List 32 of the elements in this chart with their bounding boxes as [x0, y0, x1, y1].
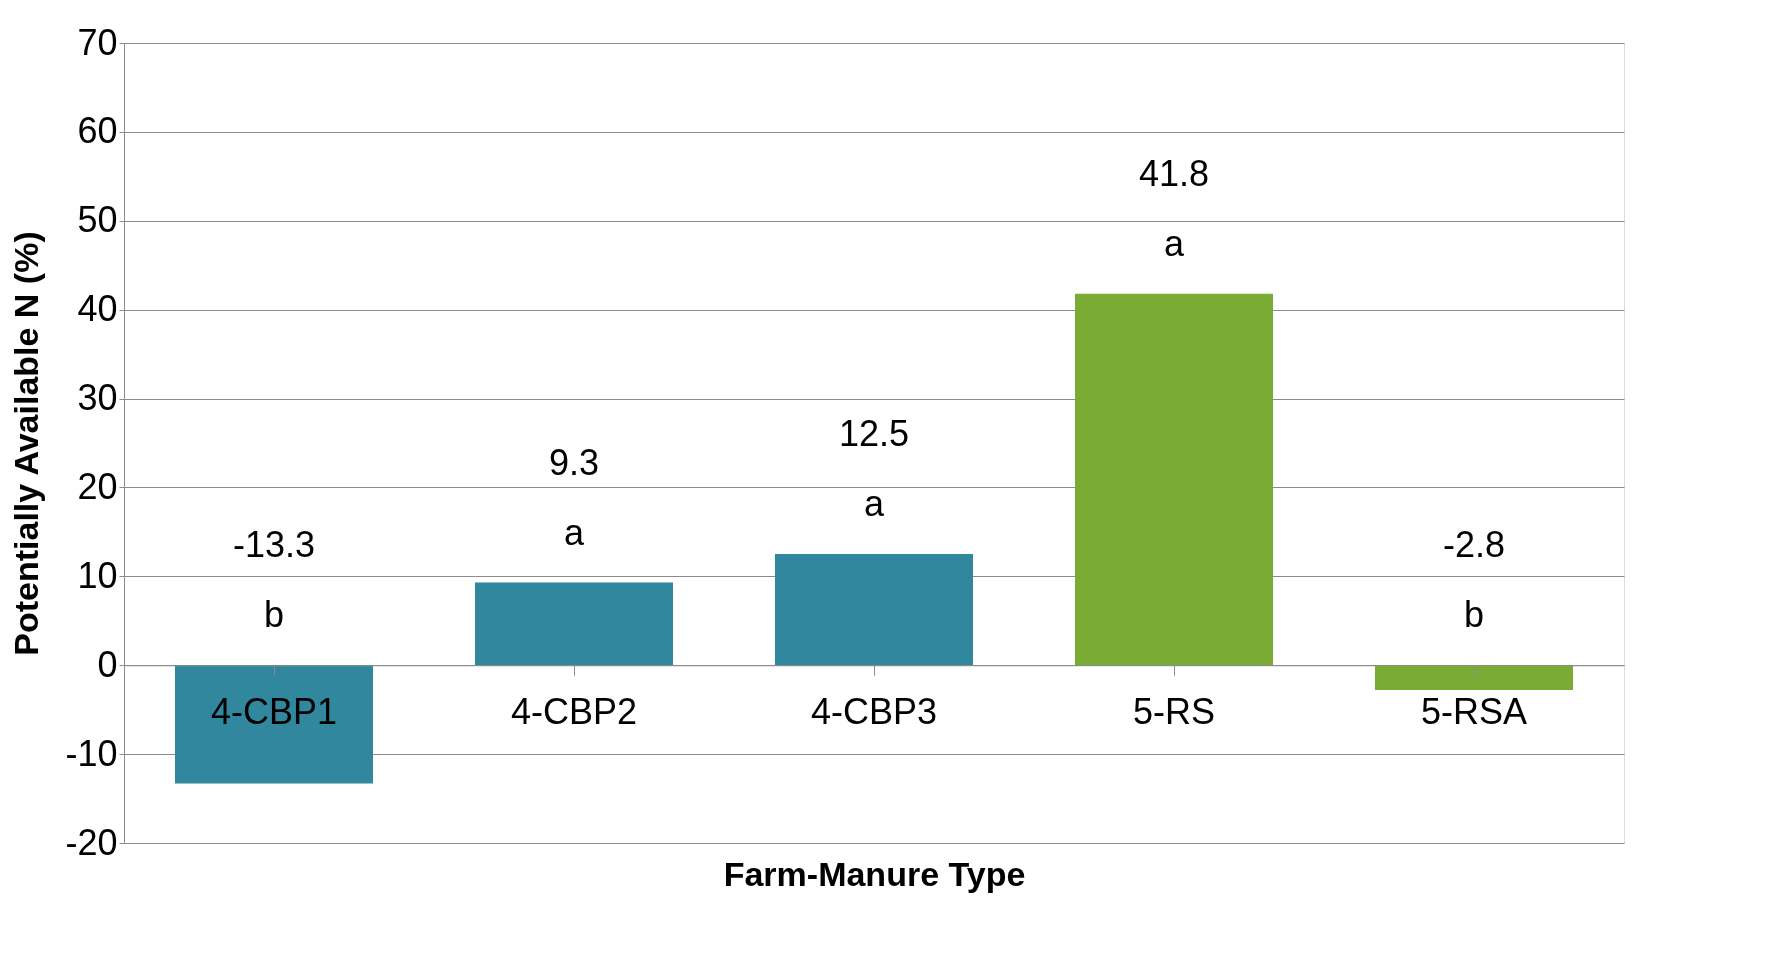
- x-tick-label: 5-RSA: [1420, 690, 1528, 732]
- y-tick-label: 20: [77, 465, 118, 507]
- y-tick-label: 50: [77, 199, 118, 241]
- y-tick-label: -20: [65, 821, 118, 863]
- data-label: 41.8: [1138, 152, 1210, 194]
- x-tick-label: 5-RS: [1132, 690, 1216, 732]
- x-tick-label: 4-CBP1: [210, 690, 338, 732]
- data-label: 9.3: [548, 441, 600, 483]
- y-tick-label: 10: [77, 554, 118, 596]
- y-axis-title: Potentially Available N (%): [7, 231, 46, 656]
- data-label: -2.8: [1442, 524, 1506, 566]
- y-tick-label: 60: [77, 110, 118, 152]
- annotation: a: [863, 483, 885, 525]
- data-label: 12.5: [838, 413, 910, 455]
- x-tick-label: 4-CBP3: [810, 690, 938, 732]
- y-tick-label: 30: [77, 377, 118, 419]
- x-tick-label: 4-CBP2: [510, 690, 638, 732]
- annotation: a: [1163, 222, 1185, 264]
- y-tick-label: 0: [97, 643, 118, 685]
- bar: [775, 554, 973, 666]
- bar: [475, 582, 673, 666]
- bar: [1375, 665, 1573, 691]
- y-tick-label: 70: [77, 21, 118, 63]
- annotation: a: [563, 511, 585, 553]
- y-tick-label: -10: [65, 732, 118, 774]
- annotation: b: [263, 594, 285, 636]
- y-tick-label: 40: [77, 288, 118, 330]
- x-axis-title: Farm-Manure Type: [723, 854, 1026, 893]
- data-label: -13.3: [232, 524, 316, 566]
- bar: [175, 665, 373, 784]
- annotation: b: [1463, 594, 1485, 636]
- bar: [1075, 293, 1273, 666]
